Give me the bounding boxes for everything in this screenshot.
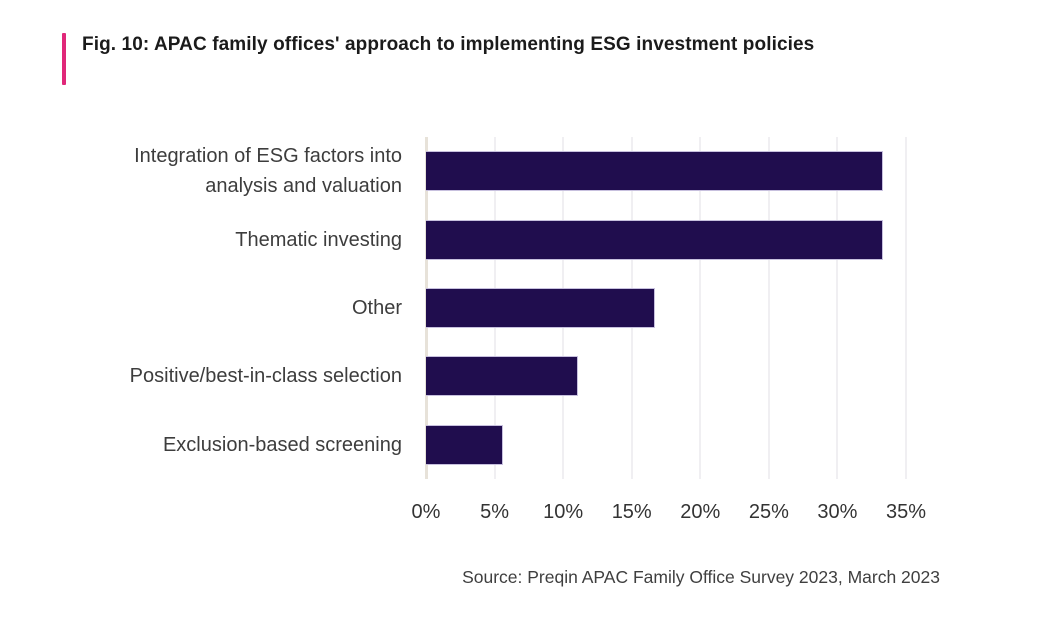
gridline [699,137,702,479]
bar-track [426,151,940,192]
category-label: Exclusion-based screening [162,433,402,456]
accent-bar [62,33,66,85]
bar-chart: Integration of ESG factors into analysis… [62,137,940,607]
category-label: Other [351,296,402,319]
figure-title: Fig. 10: APAC family offices' approach t… [82,34,815,55]
x-axis-tick-label: 15% [611,501,652,523]
category-label: Positive/best-in-class selection [129,365,402,388]
bar-track [426,424,940,465]
bar-track [426,219,940,260]
bar-track [426,287,940,328]
chart-row: Exclusion-based screening [62,411,940,479]
bar [426,151,883,192]
x-axis-tick-label: 10% [543,501,584,523]
bar-track [426,356,940,397]
x-axis-tick-label: 30% [817,501,858,523]
gridline [836,137,839,479]
gridline [905,137,907,479]
category-label: Integration of ESG factors into analysis… [134,145,402,198]
bar [426,219,883,260]
gridline [767,137,770,479]
x-axis-tick-label: 35% [885,501,927,523]
chart-row: Positive/best-in-class selection [62,342,940,410]
chart-row: Other [62,274,940,342]
bar [426,424,503,465]
x-axis-tick-label: 5% [480,501,510,523]
figure-header: Fig. 10: APAC family offices' approach t… [62,30,902,85]
x-axis-tick-labels: 0% 5% 10% 15% 20% 25% 30% 35% [412,501,940,527]
chart-row: Thematic investing [62,205,940,273]
chart-row: Integration of ESG factors into analysis… [62,137,940,205]
category-label: Thematic investing [235,228,402,251]
x-axis-tick-label: 20% [680,501,721,523]
source-note: Source: Preqin APAC Family Office Survey… [462,567,940,587]
chart-rows: Integration of ESG factors into analysis… [62,137,940,479]
bar [426,356,579,397]
bar [426,287,656,328]
x-axis-tick-label: 0% [411,501,441,523]
x-axis-tick-label: 25% [748,501,789,523]
